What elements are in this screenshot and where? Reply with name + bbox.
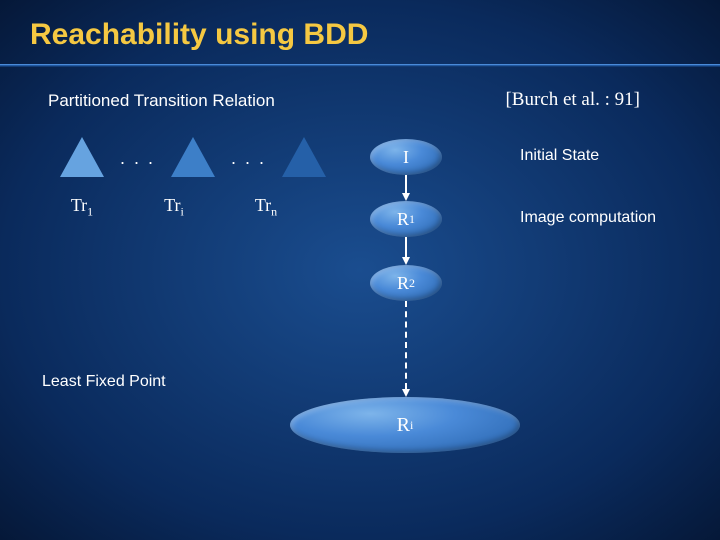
- slide-title: Reachability using BDD: [0, 0, 720, 52]
- trn-label: Trn: [244, 195, 288, 220]
- dots-1: . . .: [112, 148, 163, 177]
- dashed-arrow-line: [405, 301, 407, 389]
- oval-r1: R1: [370, 201, 442, 237]
- label-initial-state: Initial State: [520, 147, 599, 165]
- oval-initial: I: [370, 139, 442, 175]
- citation-text: [Burch et al. : 91]: [505, 89, 640, 111]
- tr1-label: Tr1: [60, 195, 104, 220]
- oval-ri: Ri: [290, 397, 520, 453]
- arrow-1-head: [402, 193, 410, 201]
- tri-label: Tri: [152, 195, 196, 220]
- label-image-computation: Image computation: [520, 209, 656, 227]
- arrow-2-line: [405, 237, 407, 257]
- oval-r2: R2: [370, 265, 442, 301]
- content-area: Partitioned Transition Relation [Burch e…: [0, 67, 720, 107]
- arrow-1-line: [405, 175, 407, 193]
- label-least-fixed-point: Least Fixed Point: [42, 373, 166, 391]
- arrow-2-head: [402, 257, 410, 265]
- subtitle-text: Partitioned Transition Relation: [48, 91, 275, 111]
- tr-label-row: Tr1 Tri Trn: [60, 195, 288, 220]
- triangle-1: [60, 137, 104, 177]
- triangle-2: [171, 137, 215, 177]
- dashed-arrow-head: [402, 389, 410, 397]
- triangle-row: . . . . . .: [60, 137, 326, 177]
- triangle-3: [282, 137, 326, 177]
- dots-2: . . .: [223, 148, 274, 177]
